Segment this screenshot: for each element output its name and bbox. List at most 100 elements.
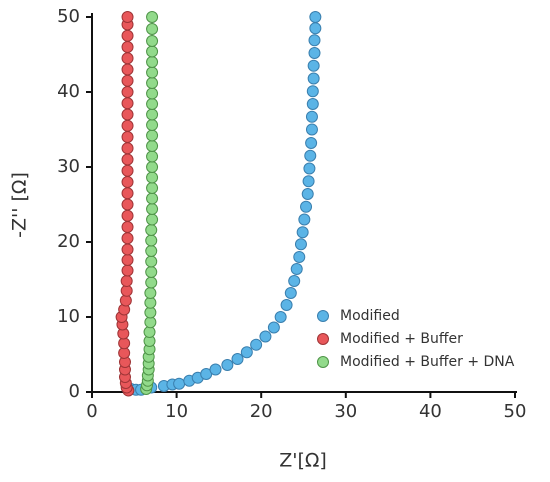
legend-marker [317, 356, 329, 368]
data-point [146, 108, 159, 121]
data-point [145, 266, 158, 278]
data-point [306, 98, 319, 110]
data-point [121, 108, 134, 121]
data-point [121, 52, 134, 65]
y-tick-label: 20 [57, 231, 80, 252]
data-point [146, 129, 159, 142]
data-point [144, 287, 157, 299]
data-point [259, 330, 272, 343]
x-tick-label: 50 [504, 401, 527, 422]
data-point [300, 200, 313, 213]
data-point [280, 299, 293, 311]
data-point [301, 188, 314, 200]
legend-marker [317, 310, 329, 322]
data-point [305, 123, 318, 136]
data-point [146, 77, 159, 89]
data-point [121, 86, 134, 98]
data-point [145, 245, 158, 257]
data-point [121, 264, 134, 277]
x-tick-label: 0 [86, 401, 97, 422]
data-point [146, 213, 159, 226]
data-point [145, 276, 158, 289]
data-point [274, 311, 287, 323]
data-point [308, 47, 321, 59]
data-point [309, 22, 322, 35]
data-point [121, 243, 134, 256]
data-point [298, 213, 311, 226]
data-point [308, 34, 321, 47]
data-point [121, 63, 134, 76]
data-point [305, 110, 318, 123]
data-point [121, 119, 134, 132]
data-point [240, 346, 253, 359]
data-point [121, 142, 134, 155]
data-point [146, 56, 159, 68]
data-point [306, 85, 319, 98]
data-point [296, 226, 309, 239]
data-point [145, 224, 158, 236]
data-point [146, 171, 159, 184]
data-point [146, 98, 159, 110]
y-tick-label: 0 [69, 381, 80, 402]
data-point [145, 234, 158, 247]
data-point [309, 11, 322, 23]
y-tick-label: 50 [57, 6, 80, 27]
data-point [307, 59, 320, 72]
data-point [146, 140, 159, 152]
data-point [120, 275, 133, 287]
data-point [307, 72, 320, 85]
data-point [146, 87, 159, 100]
data-point [303, 162, 316, 175]
y-tick-label: 10 [57, 306, 80, 327]
data-point [302, 175, 315, 188]
data-point [121, 254, 134, 266]
data-point [288, 275, 301, 287]
data-point [231, 353, 244, 365]
legend-label: Modified + Buffer + DNA [340, 354, 515, 370]
data-point [121, 131, 134, 143]
data-point [121, 74, 134, 87]
y-axis-label: -Z'' [Ω] [9, 172, 31, 238]
data-point [121, 198, 134, 211]
data-point [146, 35, 159, 47]
data-point [293, 251, 306, 263]
data-point [209, 363, 222, 376]
data-point [121, 97, 134, 110]
legend-marker [317, 333, 329, 345]
x-tick-label: 30 [334, 401, 357, 422]
data-point [121, 29, 134, 42]
data-point [121, 187, 134, 200]
x-tick-label: 10 [165, 401, 188, 422]
data-point [121, 232, 134, 245]
data-point [121, 221, 134, 233]
data-point [250, 338, 263, 351]
data-point [145, 255, 158, 268]
data-point [121, 164, 134, 177]
data-point [146, 182, 159, 194]
data-point [121, 176, 134, 188]
legend-label: Modified [340, 308, 400, 324]
x-tick-label: 20 [250, 401, 273, 422]
data-point [304, 149, 317, 162]
data-point [146, 192, 159, 205]
data-point [290, 263, 303, 275]
y-tick-label: 30 [57, 156, 80, 177]
data-point [121, 153, 134, 166]
data-point [146, 66, 159, 79]
y-tick-label: 40 [57, 81, 80, 102]
data-point [173, 377, 186, 390]
data-point [305, 137, 318, 149]
data-point [294, 238, 307, 251]
data-point [146, 161, 159, 173]
data-point [146, 45, 159, 58]
data-point [146, 150, 159, 163]
data-point [146, 203, 159, 215]
x-axis-label: Z'[Ω] [279, 450, 327, 472]
data-point [121, 11, 134, 23]
data-point [121, 41, 134, 53]
data-point [121, 209, 134, 222]
data-point [146, 11, 159, 23]
data-point [284, 287, 297, 299]
x-tick-label: 40 [419, 401, 442, 422]
